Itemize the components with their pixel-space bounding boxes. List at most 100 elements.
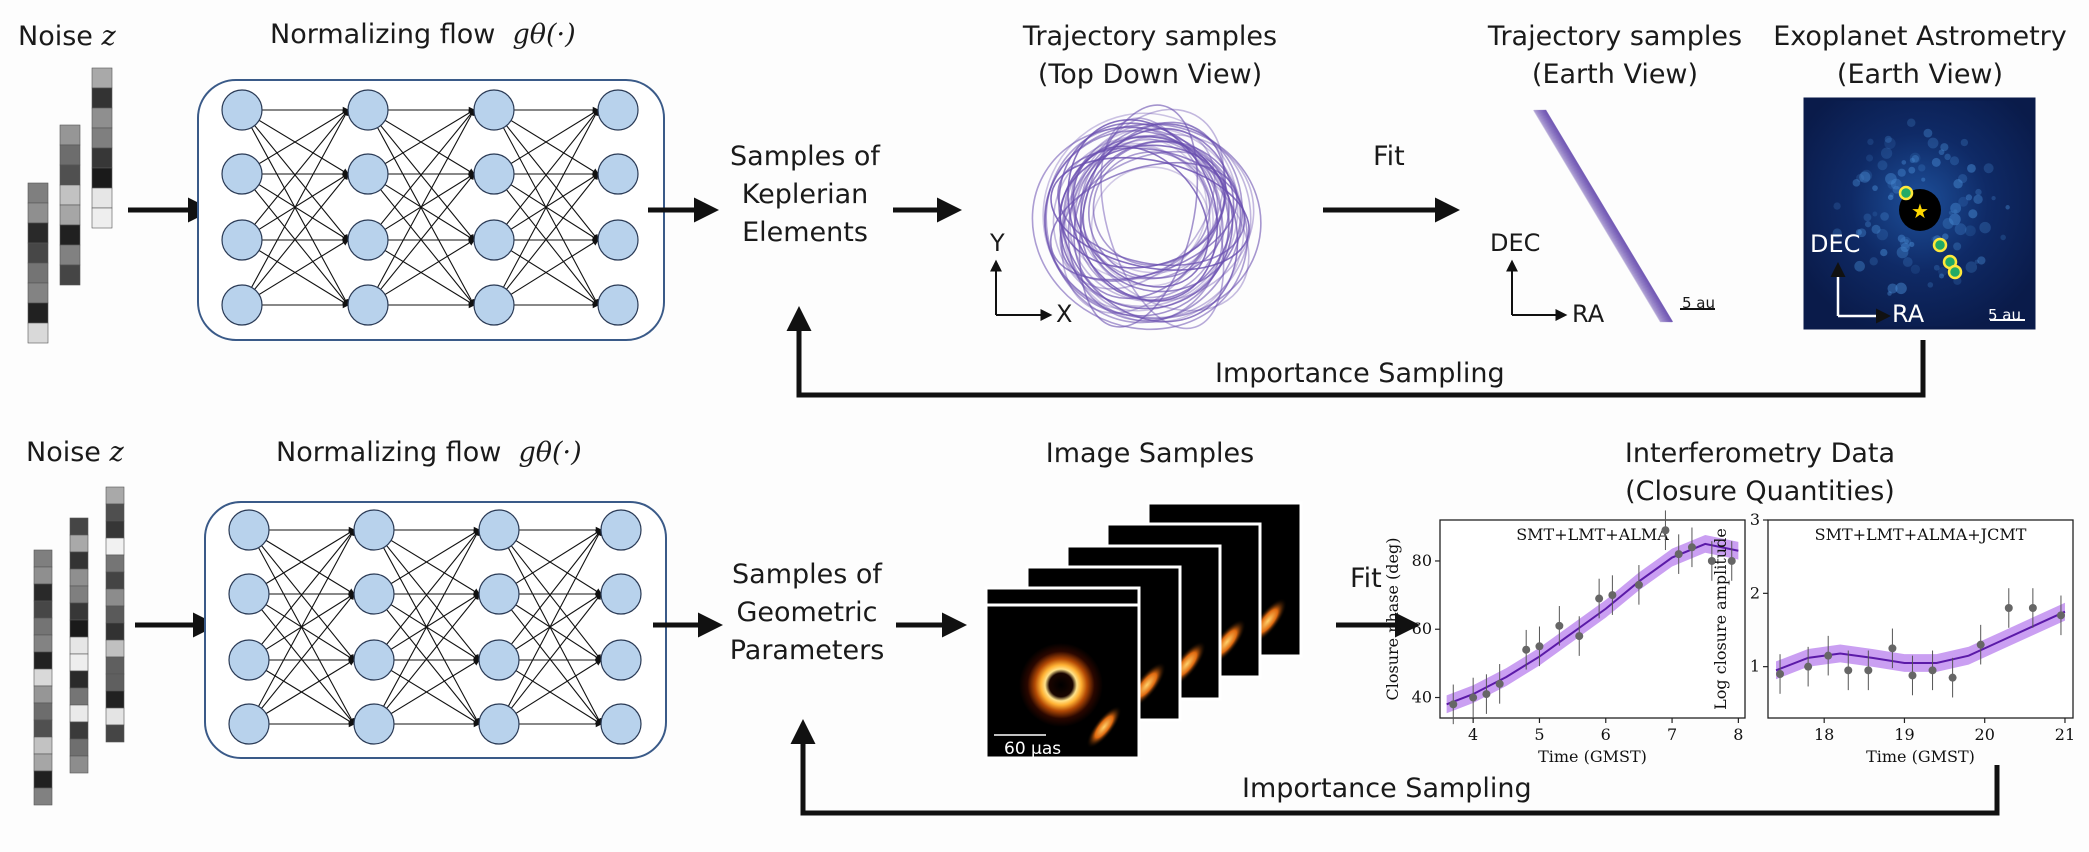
speckle [1880, 147, 1893, 159]
speckle [1953, 179, 1963, 189]
speckle [1938, 149, 1945, 156]
speckle [1897, 168, 1906, 177]
traj-top-title: Trajectory samples (Top Down View) [1022, 21, 1278, 90]
speckle [1866, 154, 1874, 162]
orbit-path [1045, 126, 1224, 324]
speckle [1833, 202, 1841, 210]
axis-dec-label: DEC [1490, 229, 1541, 257]
network-edge [373, 528, 480, 725]
noise-cell [69, 721, 89, 740]
earth-orbit-line [1539, 109, 1668, 323]
speckle [1948, 210, 1953, 215]
earth-orbit-line [1537, 109, 1666, 323]
speckle [1909, 152, 1921, 164]
noise-cell [91, 67, 113, 89]
speckle [1880, 248, 1888, 257]
noise-cell [27, 322, 49, 344]
x-tick-label: 7 [1667, 725, 1677, 744]
data-point [1864, 666, 1873, 675]
speckle [1872, 185, 1878, 191]
network-node [228, 639, 270, 681]
speckle [1967, 163, 1976, 173]
network-edge [248, 528, 355, 661]
data-point [1948, 673, 1957, 682]
noise-cell [33, 600, 53, 619]
speckle [1884, 137, 1896, 150]
noise-cell [105, 554, 125, 573]
speckle [1965, 261, 1978, 273]
speckle [1973, 194, 1983, 205]
noise-cell [69, 653, 89, 672]
noise-cell [69, 636, 89, 655]
earth-orbit-line [1535, 109, 1664, 323]
data-point [1844, 666, 1853, 675]
network-node [600, 639, 642, 681]
noise-cell [105, 724, 125, 743]
noise-cell [105, 690, 125, 709]
noise-cell [69, 585, 89, 604]
top-samples-label: Samples of Keplerian Elements [730, 141, 880, 248]
axis-y-label: Y [990, 229, 1005, 257]
y-tick-label: 60 [1412, 619, 1432, 638]
network-node [473, 89, 515, 131]
speckle [1960, 138, 1969, 147]
orbit-path [1058, 122, 1239, 323]
speckle [1857, 228, 1867, 238]
speckle [1884, 135, 1892, 143]
speckle [1900, 242, 1910, 253]
noise-cell [33, 566, 53, 585]
data-point [1976, 640, 1985, 649]
network-edge [498, 528, 602, 661]
orbit-path [1067, 118, 1219, 302]
image-sample-stack [984, 501, 1303, 760]
earth-view-trajectories [1533, 109, 1673, 323]
speckle [1977, 256, 1986, 265]
axis-ra-label: RA [1572, 300, 1605, 328]
noise-cell [69, 670, 89, 689]
speckle [1867, 138, 1874, 146]
bottom-flow-label: Normalizing flow gθ(·) [276, 437, 582, 468]
x-tick-label: 8 [1733, 725, 1743, 744]
x-tick-label: 20 [1975, 725, 1995, 744]
noise-cell [91, 107, 113, 129]
network-node [473, 219, 515, 261]
earth-orbit-line [1543, 109, 1672, 323]
speckle [1940, 143, 1949, 152]
speckle [1877, 160, 1888, 171]
bottom-importance-loop [790, 719, 2000, 816]
data-point [1575, 632, 1584, 641]
speckle [1949, 156, 1960, 166]
earth-orbit-line [1542, 109, 1671, 323]
orbit-path [1069, 133, 1255, 303]
speckle [1927, 137, 1939, 149]
astrometry-image: ★ [1803, 97, 2036, 330]
x-tick-label: 21 [2055, 725, 2075, 744]
astro-scale-label: 5 au [1988, 306, 2022, 324]
interferometry-title: Interferometry Data (Closure Quantities) [1624, 438, 1896, 507]
noise-cell [59, 204, 81, 226]
network-edge [493, 172, 599, 306]
x-tick-label: 6 [1601, 725, 1611, 744]
speckle [1895, 282, 1907, 295]
network-node [228, 509, 270, 551]
network-edge [367, 239, 476, 306]
model-line [1446, 542, 1739, 706]
earth-orbit-line [1541, 109, 1670, 323]
noise-cell [69, 738, 89, 757]
noise-cell [59, 264, 81, 286]
network-node [221, 219, 263, 261]
planet-marker [1898, 185, 1914, 201]
noise-cell [33, 651, 53, 670]
orbit-path [1057, 147, 1246, 267]
speckle [1944, 153, 1951, 161]
speckle [1911, 154, 1920, 163]
noise-cell [59, 144, 81, 166]
noise-cell [105, 503, 125, 522]
network-edge [493, 108, 599, 306]
closure-phase-chart: 4 5 6 7 8 40 60 80 SMT+LMT+ALMA Time (GMST) Closur… [1383, 510, 1746, 766]
bottom-noise-vectors [33, 486, 125, 806]
speckle [1899, 236, 1912, 249]
data-point [1661, 526, 1670, 535]
noise-cell [33, 634, 53, 653]
noise-cell [33, 549, 53, 568]
